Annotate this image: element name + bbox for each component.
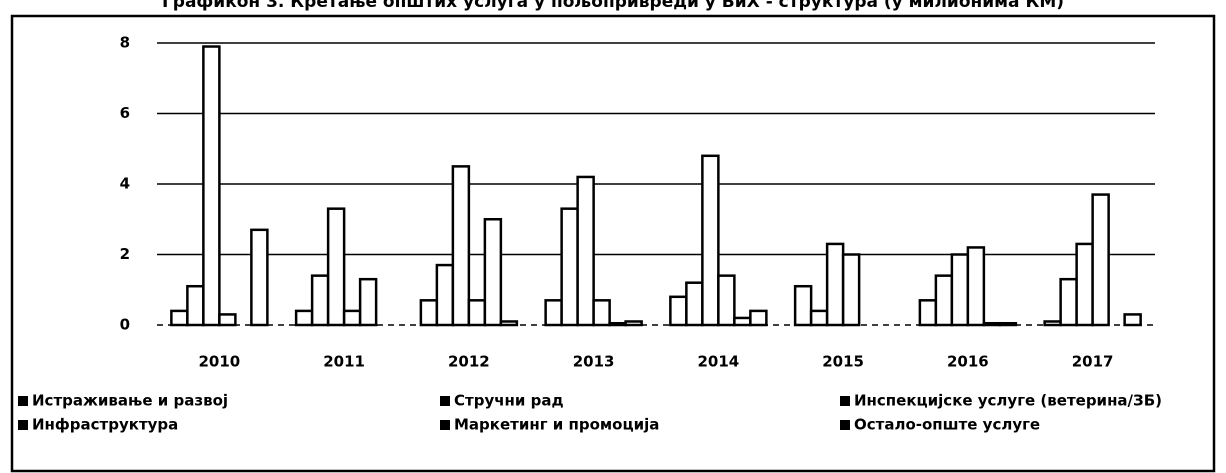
x-tick-label: 2013 bbox=[573, 353, 615, 371]
bar bbox=[701, 154, 720, 327]
y-tick-label: 4 bbox=[120, 175, 130, 193]
bar bbox=[624, 320, 643, 327]
legend-marker bbox=[18, 396, 28, 406]
x-tick-label: 2017 bbox=[1072, 353, 1114, 371]
bar bbox=[170, 309, 189, 327]
y-tick-label: 6 bbox=[120, 104, 130, 122]
chart-title: Графикон 3. Кретање општих услуга у пољо… bbox=[162, 0, 1064, 12]
legend-label: Инфраструктура bbox=[32, 416, 178, 434]
bar bbox=[218, 313, 237, 327]
legend-marker bbox=[840, 420, 850, 430]
bar bbox=[358, 277, 378, 327]
x-tick-label: 2011 bbox=[323, 353, 365, 371]
bar bbox=[998, 321, 1018, 327]
bar bbox=[250, 228, 269, 327]
bar bbox=[435, 263, 455, 327]
bar bbox=[294, 309, 314, 327]
bar bbox=[717, 274, 736, 327]
bar bbox=[1075, 242, 1094, 327]
legend-label: Истраживање и развој bbox=[32, 392, 228, 410]
bar bbox=[825, 242, 845, 327]
bar bbox=[1123, 313, 1142, 327]
x-tick-label: 2010 bbox=[199, 353, 241, 371]
legend-marker bbox=[18, 420, 28, 430]
bar bbox=[576, 175, 595, 327]
x-tick-label: 2012 bbox=[448, 353, 490, 371]
bar bbox=[499, 320, 519, 327]
bar bbox=[608, 321, 627, 327]
bar bbox=[326, 207, 346, 327]
bar bbox=[793, 284, 813, 327]
bar bbox=[918, 299, 938, 327]
legend-label: Стручни рад bbox=[454, 392, 564, 410]
legend-label: Маркетинг и промоција bbox=[454, 416, 659, 434]
x-tick-label: 2016 bbox=[947, 353, 989, 371]
legend-label: Инспекцијске услуге (ветерина/ЗБ) bbox=[854, 392, 1162, 410]
bar bbox=[310, 274, 330, 327]
x-tick-label: 2015 bbox=[822, 353, 864, 371]
legend-label: Остало-опште услуге bbox=[854, 416, 1040, 434]
bar bbox=[1091, 193, 1110, 327]
bar bbox=[733, 316, 752, 327]
x-tick-label: 2014 bbox=[698, 353, 740, 371]
chart-frame bbox=[10, 14, 1216, 473]
bar bbox=[451, 165, 471, 327]
bar bbox=[467, 299, 487, 327]
bar bbox=[592, 299, 611, 327]
bar bbox=[342, 309, 362, 327]
bar bbox=[749, 309, 768, 327]
bar bbox=[934, 274, 954, 327]
legend-marker bbox=[840, 396, 850, 406]
legend-marker bbox=[440, 396, 450, 406]
bar bbox=[966, 246, 986, 327]
bar bbox=[544, 299, 563, 327]
bar bbox=[685, 281, 704, 327]
y-tick-label: 8 bbox=[120, 34, 130, 52]
bar bbox=[669, 295, 688, 327]
legend-marker bbox=[440, 420, 450, 430]
bar bbox=[186, 284, 205, 327]
bar bbox=[1059, 277, 1078, 327]
bar bbox=[202, 45, 221, 327]
bar bbox=[419, 299, 439, 327]
y-tick-label: 2 bbox=[120, 245, 130, 263]
bar bbox=[483, 218, 503, 327]
y-tick-label: 0 bbox=[120, 316, 130, 334]
bar bbox=[982, 321, 1002, 327]
bar bbox=[841, 253, 861, 327]
bar bbox=[950, 253, 970, 327]
bar bbox=[560, 207, 579, 327]
bar bbox=[809, 309, 829, 327]
bar bbox=[1043, 320, 1062, 327]
